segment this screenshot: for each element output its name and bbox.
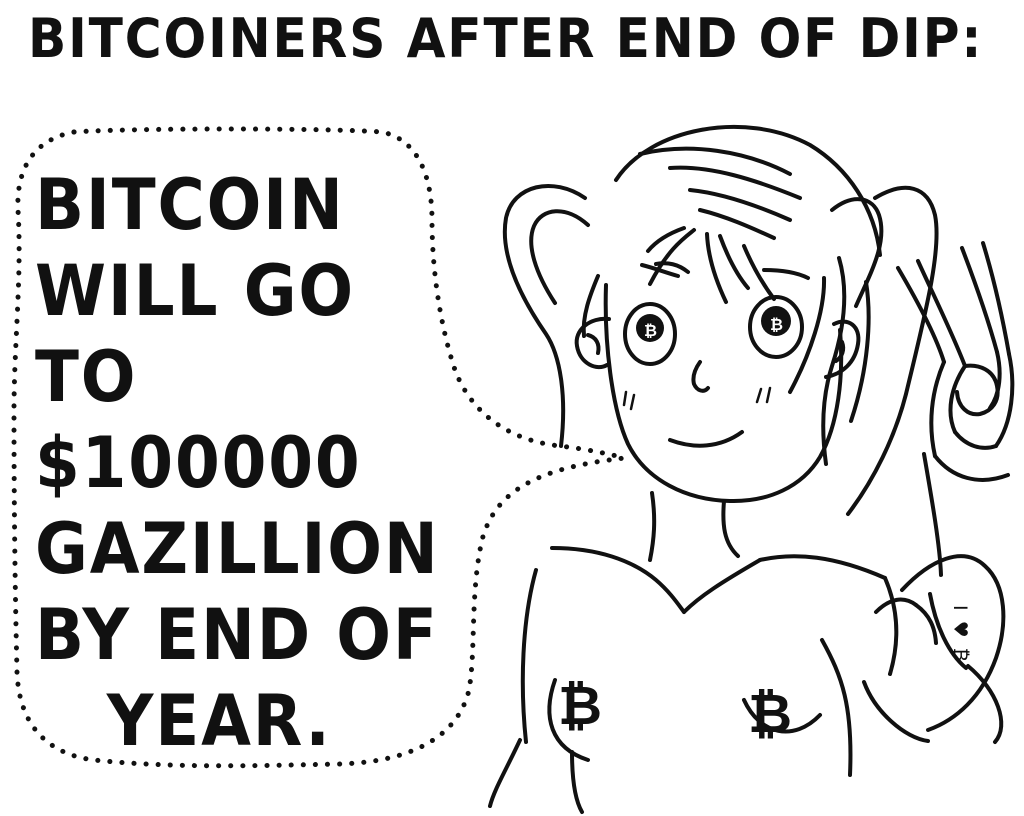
speech-line: GAZILLION <box>35 508 440 590</box>
speech-line: TO <box>35 336 138 418</box>
girl-character: ₿ ₿ ₿ ₿ <box>488 124 1015 814</box>
peace-sign-hand <box>896 241 1015 482</box>
comic-title: BITCOINERS AFTER END OF DIP: <box>28 7 984 70</box>
speech-bubble <box>11 126 628 769</box>
speech-line: BY END OF <box>35 594 439 676</box>
speech-line: $100000 <box>35 422 362 504</box>
hair <box>502 124 939 516</box>
left-eye-bitcoin-icon: ₿ <box>644 321 657 340</box>
face: ₿ ₿ <box>574 263 861 504</box>
right-eye-bitcoin-icon: ₿ <box>770 315 783 334</box>
right-shirt-bitcoin-icon: ₿ <box>748 682 792 745</box>
left-shirt-bitcoin-icon: ₿ <box>558 674 602 737</box>
arm-tattoo-text: I ♥ ₿ <box>949 605 971 664</box>
speech-bubble-text: BITCOIN WILL GO TO $100000 GAZILLION BY … <box>35 162 440 764</box>
speech-line: BITCOIN <box>35 164 345 246</box>
speech-line: WILL GO <box>35 250 355 332</box>
speech-line: YEAR. <box>106 680 332 762</box>
body: ₿ ₿ <box>488 452 1006 814</box>
